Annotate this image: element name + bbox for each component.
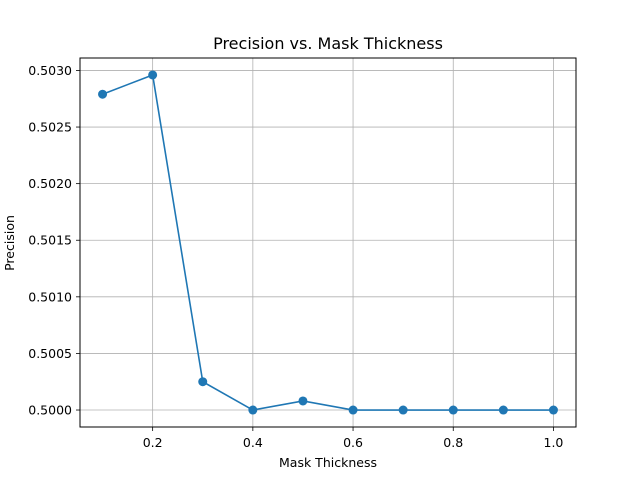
y-tick-label: 0.5030 — [28, 63, 72, 78]
y-tick-label: 0.5015 — [28, 233, 72, 248]
precision-series-line — [102, 73, 554, 411]
x-tick-label: 0.4 — [243, 435, 263, 450]
data-point — [298, 396, 308, 406]
y-tick-label: 0.5020 — [28, 176, 72, 191]
data-point — [248, 405, 258, 415]
y-tick-label: 0.5025 — [28, 120, 72, 135]
y-tick-label: 0.5005 — [28, 346, 72, 361]
grid-lines — [80, 58, 576, 427]
data-point — [98, 89, 108, 99]
y-tick-label: 0.5000 — [28, 403, 72, 418]
data-point — [448, 405, 458, 415]
data-point — [348, 405, 358, 415]
data-point — [198, 377, 208, 387]
x-tick-label: 0.6 — [343, 435, 363, 450]
x-tick-label: 0.2 — [143, 435, 163, 450]
y-axis-label: Precision — [2, 215, 17, 271]
y-tick-label: 0.5010 — [28, 289, 72, 304]
data-point — [548, 405, 558, 415]
x-axis-ticks: 0.2 0.4 0.6 0.8 1.0 — [143, 427, 564, 450]
x-tick-label: 1.0 — [544, 435, 564, 450]
chart-title: Precision vs. Mask Thickness — [213, 34, 443, 53]
x-axis-label: Mask Thickness — [279, 455, 377, 470]
data-point — [498, 405, 508, 415]
series-precision — [98, 70, 558, 415]
data-point — [398, 405, 408, 415]
plot-area-frame — [79, 57, 577, 428]
y-axis-ticks: 0.5000 0.5005 0.5010 0.5015 0.5020 0.5025 0.50… — [28, 63, 80, 418]
x-tick-label: 0.8 — [443, 435, 463, 450]
data-point — [148, 70, 158, 80]
